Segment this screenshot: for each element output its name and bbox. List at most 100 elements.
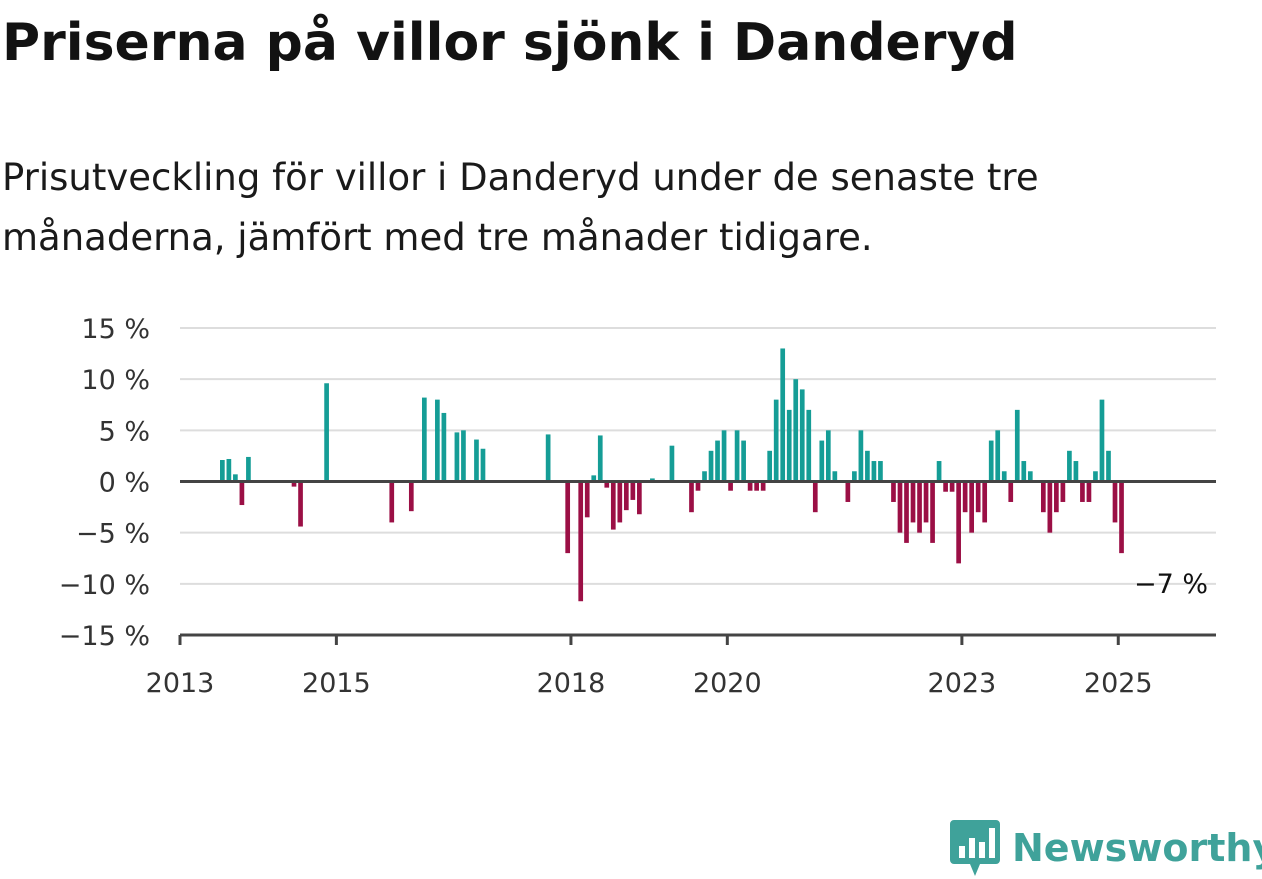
y-tick-label: −10 % — [59, 570, 150, 601]
bar — [754, 481, 759, 491]
bar — [623, 481, 629, 511]
bar — [949, 481, 955, 492]
last-value-label: −7 % — [1134, 569, 1208, 600]
bar — [734, 430, 740, 482]
bar — [767, 450, 773, 482]
bar — [226, 458, 232, 482]
bar — [1040, 481, 1046, 513]
bar — [721, 430, 727, 482]
bar — [878, 461, 883, 482]
bar — [1060, 481, 1066, 502]
bar — [461, 430, 466, 482]
bar — [1001, 471, 1007, 482]
bar — [845, 481, 851, 502]
y-axis-ticks: 15 % 10 % 5 % 0 % −5 % −10 % −15 % — [59, 314, 150, 652]
bar — [988, 440, 994, 482]
bar — [741, 440, 746, 482]
bar — [865, 450, 870, 482]
bar — [962, 481, 968, 513]
bar — [702, 471, 707, 482]
bar-chart-logo-icon — [950, 820, 1000, 876]
y-tick-label: −5 % — [76, 519, 150, 550]
bar — [591, 475, 597, 482]
bar — [780, 348, 786, 482]
bar — [324, 383, 329, 482]
bar — [871, 461, 877, 482]
bar — [923, 481, 929, 523]
bar — [747, 481, 753, 491]
bar — [786, 409, 792, 482]
bar — [474, 439, 479, 482]
bar — [233, 474, 238, 482]
bar — [1054, 481, 1059, 513]
bar — [975, 481, 981, 513]
bar — [298, 481, 303, 527]
bar — [858, 430, 864, 482]
bar — [1027, 471, 1033, 482]
bar — [1086, 481, 1092, 502]
bar — [812, 481, 818, 513]
y-tick-label: −15 % — [59, 621, 150, 652]
bar — [637, 481, 642, 515]
bar — [819, 440, 825, 482]
bar — [1093, 471, 1098, 482]
bar — [545, 434, 551, 482]
bar — [565, 481, 571, 554]
bar — [728, 481, 733, 491]
bar — [956, 481, 961, 564]
bar — [891, 481, 896, 502]
x-tick-label: 2018 — [537, 668, 606, 699]
bar — [650, 478, 655, 482]
bar — [421, 397, 427, 482]
bar — [982, 481, 988, 523]
bar — [1021, 461, 1027, 482]
bar — [708, 450, 714, 482]
bar — [480, 448, 486, 482]
bars — [220, 348, 1124, 602]
x-tick-label: 2023 — [928, 668, 997, 699]
bar — [969, 481, 975, 533]
bar — [936, 461, 942, 482]
bar — [389, 481, 395, 523]
brand-name: Newsworthy — [1012, 826, 1262, 870]
bar — [1080, 481, 1085, 502]
chart-subtitle: Prisutveckling för villor i Danderyd und… — [2, 156, 1039, 259]
bar — [793, 379, 799, 482]
bar — [617, 481, 623, 523]
bar — [930, 481, 935, 543]
bar — [239, 481, 245, 506]
bar — [1047, 481, 1053, 533]
bar — [1008, 481, 1014, 502]
bar — [441, 412, 447, 482]
bar — [669, 445, 675, 482]
x-tick-label: 2020 — [693, 668, 762, 699]
bar — [1099, 399, 1105, 482]
bar — [578, 481, 584, 602]
bar — [695, 481, 701, 491]
bar — [246, 456, 251, 482]
x-tick-label: 2015 — [302, 668, 371, 699]
bar — [799, 389, 805, 482]
bar — [604, 481, 610, 488]
y-tick-label: 5 % — [99, 416, 150, 447]
bar — [995, 430, 1001, 482]
x-axis-ticks: 2013 2015 2018 2020 2023 2025 — [146, 635, 1153, 699]
bar — [610, 481, 616, 530]
bar — [220, 460, 225, 482]
bar — [897, 481, 903, 533]
bar — [825, 430, 831, 482]
bar — [1067, 450, 1072, 482]
axes — [180, 480, 1216, 637]
chart-title: Priserna på villor sjönk i Danderyd — [2, 13, 1018, 73]
bar — [408, 481, 414, 512]
bar — [435, 399, 440, 482]
brand-logo: Newsworthy — [950, 820, 1262, 876]
y-tick-label: 10 % — [81, 365, 150, 396]
bar-chart: 15 %10 %5 %0 %−5 %−10 %−15 % 2013 2015 201… — [59, 314, 1216, 699]
y-tick-label: 0 % — [99, 468, 150, 499]
bar — [806, 409, 812, 482]
y-tick-label: 15 % — [81, 314, 150, 345]
bar — [904, 481, 909, 543]
x-tick-label: 2025 — [1084, 668, 1153, 699]
bar — [773, 399, 779, 482]
